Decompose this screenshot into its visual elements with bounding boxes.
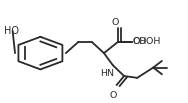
Text: OH: OH [133, 37, 147, 46]
Text: HO: HO [4, 26, 19, 36]
Text: O: O [112, 18, 119, 27]
Text: O: O [109, 91, 117, 101]
Text: COOH: COOH [133, 37, 161, 46]
Text: HN: HN [101, 69, 114, 78]
